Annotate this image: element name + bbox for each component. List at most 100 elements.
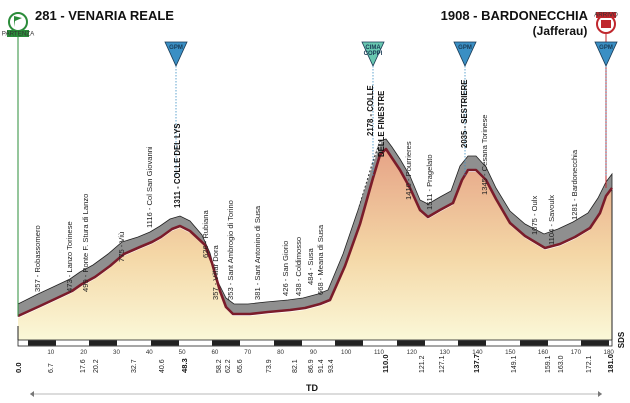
place-label: 499 - Ponte F. Stura di Lanzo [81, 194, 90, 292]
finish-subtitle: (Jafferau) [533, 24, 588, 38]
distance-axis: TD SDS [17, 190, 626, 397]
climb-label: 2178 - COLLE [366, 85, 375, 136]
profile-area [17, 138, 614, 340]
climb-labels: 1311 - COLLE DEL LYS 2178 - COLLE DELLE FI… [173, 80, 469, 208]
gpm-marker: GPM [453, 41, 477, 176]
start-name: VENARIA REALE [68, 8, 174, 23]
gpm-label: GPM [458, 45, 472, 51]
km-markers: 0.0 6.7 17.6 20.2 32.7 40.6 48.3 58.2 62.2 65.6 73… [14, 354, 615, 373]
km-marker: 65.6 [237, 359, 244, 373]
place-label: 426 - San Giorio [281, 241, 290, 296]
footer-label: TD [306, 383, 318, 393]
climb-label: DELLE FINESTRE [377, 91, 386, 157]
gpm-triangle-icon [594, 41, 618, 67]
dirt-road-segment [355, 138, 386, 213]
axis-tick: 90 [310, 349, 317, 356]
place-label: 381 - Sant Antonino di Susa [253, 205, 262, 300]
start-altitude: 281 [35, 8, 57, 23]
km-marker: 121.2 [419, 355, 426, 373]
gpm-label: GPM [599, 45, 613, 51]
start-flag-label: PARTENZA [2, 31, 35, 38]
axis-tick: 40 [146, 349, 153, 356]
start-title: 281 - VENARIA REALE [35, 8, 174, 23]
place-label: 438 - Coldimosso [294, 237, 303, 296]
place-label: 668 - Meana di Susa [316, 224, 325, 295]
axis-tick: 30 [113, 349, 120, 356]
place-labels: 357 - Robassomero 473 - Lanzo Torinese 499… [33, 115, 579, 301]
gpm-triangle-icon [164, 41, 188, 67]
km-marker: 82.1 [292, 359, 299, 373]
profile-fill [18, 151, 612, 340]
axis-tick: 100 [341, 349, 352, 356]
axis-tick: 80 [277, 349, 284, 356]
km-marker: 62.2 [225, 359, 232, 373]
place-label: 1345 - Cesana Torinese [480, 115, 489, 196]
place-label: 357 - Robassomero [33, 225, 42, 292]
km-marker: 137.7 [472, 354, 481, 373]
start-marker: PARTENZA [2, 12, 35, 316]
km-marker: 149.1 [511, 355, 518, 373]
km-marker: 86.9 [308, 359, 315, 373]
axis-tick: 170 [571, 349, 582, 356]
axis-tick: 10 [47, 349, 54, 356]
km-marker: 163.0 [558, 355, 565, 373]
gpm-label: GPM [169, 45, 183, 51]
finish-flag-label: ARRIVO [594, 12, 618, 19]
km-marker: 48.3 [180, 358, 189, 373]
place-label: 473 - Lanzo Torinese [65, 221, 74, 292]
axis-tick: 70 [244, 349, 251, 356]
km-marker: 0.0 [14, 362, 23, 373]
km-marker: 110.0 [381, 354, 390, 373]
finish-name: BARDONECCHIA [481, 8, 589, 23]
gpm-marker: GPM [164, 41, 188, 176]
axis-tick: 130 [439, 349, 450, 356]
km-marker: 93.4 [328, 359, 335, 373]
km-marker: 40.6 [159, 359, 166, 373]
place-label: 1281 - Bardonecchia [570, 149, 579, 220]
place-label: 353 - Sant Ambrogio di Torino [226, 200, 235, 300]
km-marker: 172.1 [586, 355, 593, 373]
axis-tick: 160 [538, 349, 549, 356]
place-label: 775 - Viù [117, 232, 126, 262]
place-label: 1410 - Pourrieres [404, 141, 413, 200]
km-marker: 73.9 [266, 359, 273, 373]
stage-title: 281 - VENARIA REALE 1908 - BARDONECCHIA … [35, 8, 589, 38]
gpm-triangle-icon [361, 41, 385, 67]
place-label: 626 - Rubiana [201, 210, 210, 258]
km-marker: 91.4 [318, 359, 325, 373]
axis-tick: 110 [374, 349, 384, 356]
axis-tick: 20 [80, 349, 87, 356]
axis-tick: 180 [604, 349, 615, 356]
finish-title: 1908 - BARDONECCHIA [441, 8, 589, 23]
place-label: 1116 - Col San Giovanni [145, 146, 154, 228]
axis-tick: 50 [179, 349, 186, 356]
place-label: 484 - Susa [306, 247, 315, 285]
axis-tick: 120 [407, 349, 418, 356]
place-label: 357 - Villar Dora [211, 244, 220, 300]
climb-label: 1311 - COLLE DEL LYS [173, 124, 182, 209]
profile-line [17, 147, 614, 318]
km-marker: 127.1 [439, 355, 446, 373]
place-label: 1075 - Oulx [530, 196, 539, 235]
place-label: 1511 - Pragelato [425, 154, 434, 210]
finish-altitude: 1908 [441, 8, 470, 23]
axis-tick: 140 [472, 349, 483, 356]
km-marker: 32.7 [131, 359, 138, 373]
axis-ticks: 10 20 30 40 50 60 70 80 90 100 110 120 130 140 150 160 1… [47, 349, 614, 356]
km-marker: 17.6 [80, 359, 87, 373]
sponsor-label: SDS [617, 331, 626, 348]
km-marker: 20.2 [93, 359, 100, 373]
km-marker: 159.1 [545, 355, 552, 373]
place-label: 1104 - Savoulx [547, 195, 556, 245]
start-flag-icon [8, 12, 28, 32]
gpm-marker: GPM [594, 41, 618, 176]
axis-tick: 60 [211, 349, 218, 356]
axis-tick: 150 [505, 349, 516, 356]
gpm-triangle-icon [453, 41, 477, 67]
km-marker: 58.2 [216, 359, 223, 373]
km-marker: 6.7 [48, 363, 55, 373]
